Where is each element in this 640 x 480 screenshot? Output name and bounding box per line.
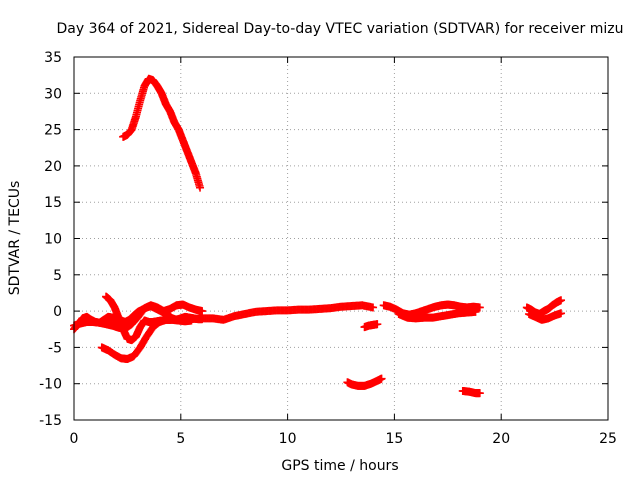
x-tick-label: 0 — [70, 431, 79, 447]
series-arc-end — [522, 296, 566, 319]
data-point — [471, 307, 480, 316]
data-point — [377, 374, 386, 383]
data-point — [369, 303, 378, 312]
data-point — [475, 303, 484, 312]
y-tick-label: 35 — [44, 50, 62, 66]
grid-lines — [74, 57, 608, 420]
data-point — [198, 307, 207, 316]
series-arc-late-lower — [394, 307, 480, 323]
series-arc-peak — [119, 74, 205, 192]
series-arc-small-2 — [360, 320, 382, 332]
y-tick-label: 10 — [44, 232, 62, 248]
x-tick-label: 10 — [279, 431, 297, 447]
series-arc-end-lower — [524, 309, 566, 324]
series-arc-small-1 — [343, 374, 386, 390]
y-tick-label: 5 — [53, 268, 62, 284]
data-point — [557, 309, 566, 318]
y-tick-label: 25 — [44, 123, 62, 139]
y-tick-label: 30 — [44, 86, 62, 102]
y-tick-label: 15 — [44, 195, 62, 211]
x-axis-label: GPS time / hours — [281, 458, 398, 474]
y-axis-label: SDTVAR / TECUs — [7, 181, 23, 296]
series-arc-small-3 — [458, 386, 484, 398]
data-point — [373, 320, 382, 329]
y-tick-label: -5 — [48, 340, 62, 356]
data-point — [557, 296, 566, 305]
y-tick-label: 20 — [44, 159, 62, 175]
y-tick-label: 0 — [53, 304, 62, 320]
y-tick-label: -10 — [39, 377, 62, 393]
data-point — [475, 389, 484, 398]
x-tick-label: 15 — [385, 431, 403, 447]
x-tick-label: 20 — [492, 431, 510, 447]
data-point — [196, 183, 205, 192]
x-tick-label: 25 — [599, 431, 617, 447]
chart-title: Day 364 of 2021, Sidereal Day-to-day VTE… — [57, 21, 624, 37]
y-tick-label: -15 — [39, 413, 62, 429]
plot-series — [70, 74, 566, 398]
axis-ticks: 0 5 10 15 20 25 -15 -10 -5 0 5 10 15 20 25 30 35 — [39, 50, 617, 447]
series-arc-long — [166, 301, 378, 324]
x-tick-label: 5 — [176, 431, 185, 447]
